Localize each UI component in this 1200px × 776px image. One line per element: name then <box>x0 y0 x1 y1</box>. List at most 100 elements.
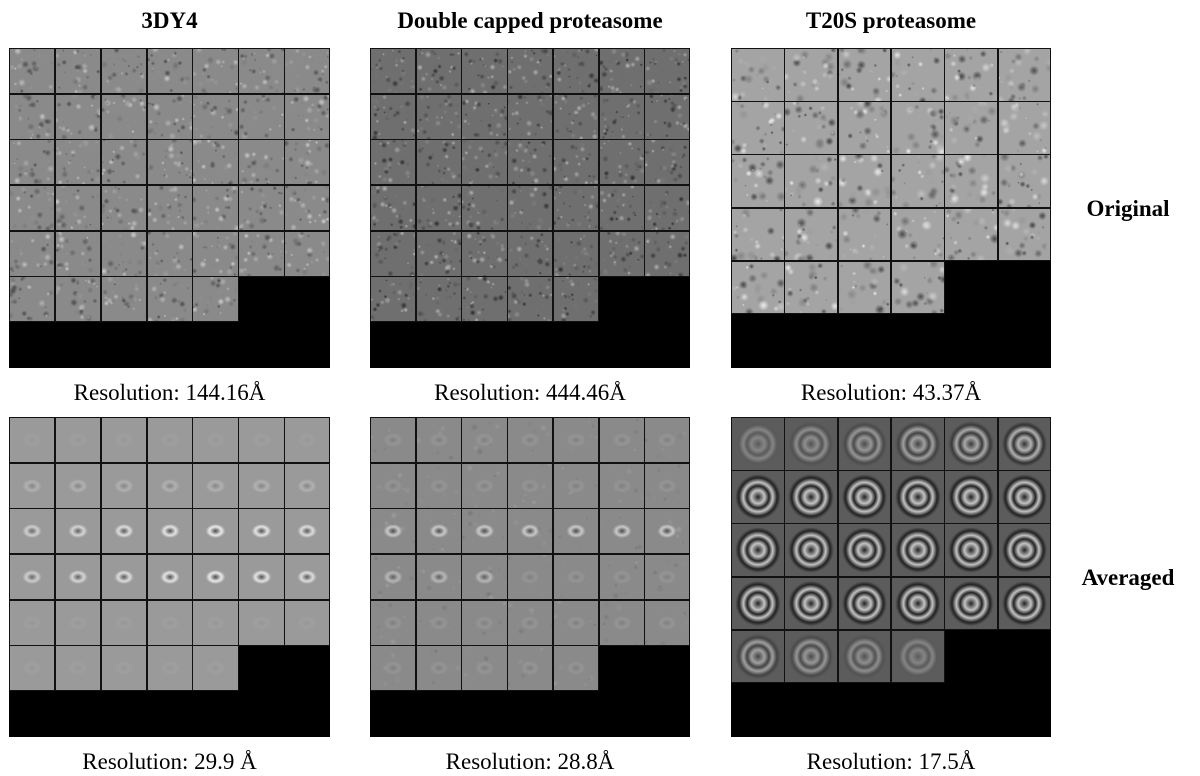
image-tile <box>54 645 102 692</box>
image-tile <box>944 101 999 155</box>
image-tile <box>192 554 239 601</box>
image-tile <box>944 470 999 524</box>
image-tile <box>370 462 417 509</box>
image-tile <box>552 554 600 601</box>
image-tile <box>644 462 690 509</box>
column-title-t20s: T20S proteasome <box>805 8 977 33</box>
image-tile <box>100 185 148 232</box>
image-tile <box>100 93 148 140</box>
image-tile <box>100 599 148 646</box>
image-tile <box>507 645 554 692</box>
image-tile <box>784 48 839 102</box>
image-tile <box>644 48 690 95</box>
image-tile <box>837 576 892 631</box>
image-tile <box>415 645 462 692</box>
image-tile <box>284 599 330 646</box>
image-tile <box>507 230 554 277</box>
image-tile <box>370 139 417 186</box>
image-tile <box>598 93 645 140</box>
image-tile <box>507 139 554 186</box>
image-tile <box>192 508 239 555</box>
image-tile <box>644 554 690 601</box>
image-tile <box>54 185 102 232</box>
image-tile <box>598 230 645 277</box>
image-tile <box>100 417 148 464</box>
image-tile <box>644 417 690 464</box>
image-tile <box>415 554 462 601</box>
image-tile <box>415 462 462 509</box>
image-tile <box>598 508 645 555</box>
image-tile <box>370 417 417 464</box>
image-tile <box>461 48 508 95</box>
image-tile <box>54 48 102 95</box>
image-tile <box>54 554 102 601</box>
image-tile <box>598 599 645 646</box>
image-tile <box>238 599 285 646</box>
image-tile <box>837 470 892 524</box>
image-tile <box>891 154 945 209</box>
image-tile <box>552 462 600 509</box>
image-tile <box>997 48 1051 102</box>
image-tile <box>891 629 945 684</box>
image-tile <box>461 139 508 186</box>
image-tile <box>598 48 645 95</box>
image-tile <box>507 462 554 509</box>
image-tile <box>192 645 239 692</box>
image-tile <box>146 599 193 646</box>
image-tile <box>100 645 148 692</box>
image-tile <box>731 154 785 209</box>
image-tile <box>284 417 330 464</box>
image-tile <box>507 417 554 464</box>
image-tile <box>784 260 839 315</box>
image-tile <box>370 645 417 692</box>
image-tile <box>837 417 892 471</box>
image-tile <box>507 508 554 555</box>
image-tile <box>731 207 785 262</box>
image-tile <box>837 154 892 209</box>
image-tile <box>598 139 645 186</box>
image-tile <box>192 276 239 323</box>
panel-original-3dy4 <box>9 48 330 368</box>
image-tile <box>370 508 417 555</box>
image-tile <box>837 48 892 102</box>
image-tile <box>944 48 999 102</box>
image-tile <box>54 230 102 277</box>
image-tile <box>731 417 785 471</box>
image-tile <box>461 185 508 232</box>
column-title-3dy4: 3DY4 <box>141 8 198 33</box>
image-tile <box>238 48 285 95</box>
image-tile <box>54 462 102 509</box>
image-tile <box>370 93 417 140</box>
image-tile <box>100 508 148 555</box>
image-tile <box>552 93 600 140</box>
image-tile <box>644 230 690 277</box>
image-tile <box>552 417 600 464</box>
image-tile <box>415 139 462 186</box>
image-tile <box>891 260 945 315</box>
image-tile <box>461 276 508 323</box>
image-tile <box>146 139 193 186</box>
image-tile <box>192 139 239 186</box>
image-tile <box>997 101 1051 155</box>
image-tile <box>415 48 462 95</box>
image-tile <box>461 599 508 646</box>
image-tile <box>461 462 508 509</box>
image-tile <box>9 276 56 323</box>
image-tile <box>9 139 56 186</box>
image-tile <box>644 93 690 140</box>
image-tile <box>461 230 508 277</box>
panel-original-double-capped <box>370 48 690 368</box>
column-title-double-capped: Double capped proteasome <box>397 8 663 33</box>
panel-averaged-double-capped <box>370 417 690 737</box>
image-tile <box>146 230 193 277</box>
image-tile <box>415 276 462 323</box>
image-tile <box>192 599 239 646</box>
image-tile <box>552 48 600 95</box>
image-tile <box>415 230 462 277</box>
resolution-original-double-capped: Resolution: 444.46Å <box>434 380 626 405</box>
image-tile <box>891 576 945 631</box>
image-tile <box>507 276 554 323</box>
image-tile <box>9 417 56 464</box>
image-tile <box>598 462 645 509</box>
image-tile <box>507 48 554 95</box>
